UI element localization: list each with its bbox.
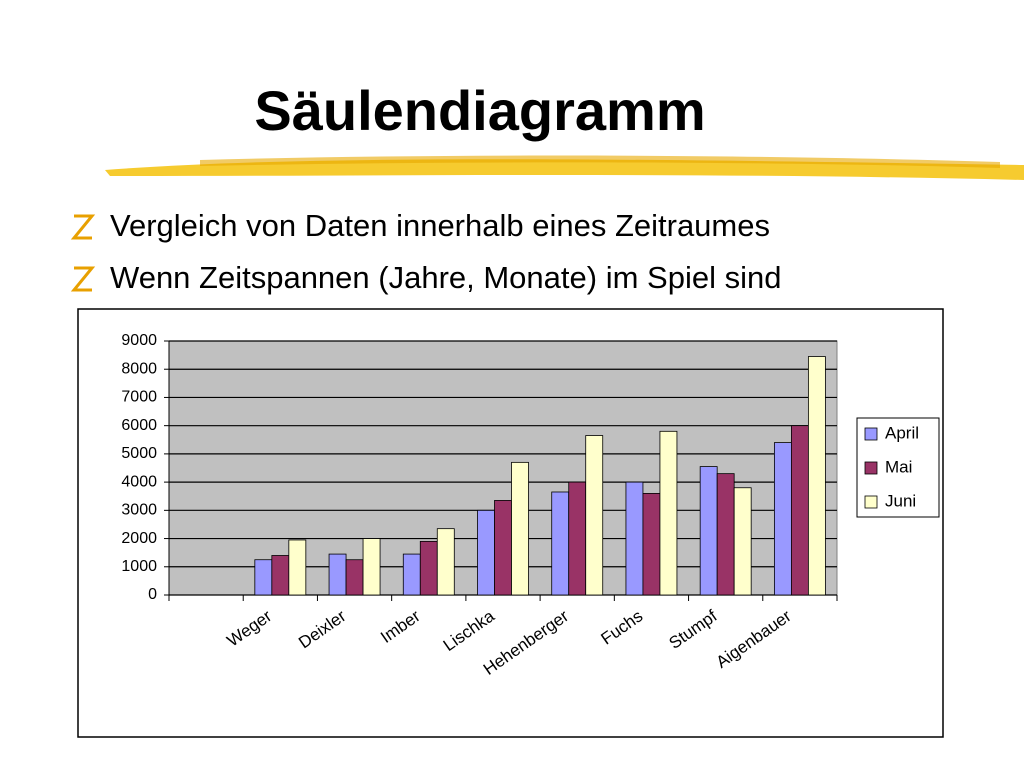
legend-swatch [864,427,878,441]
bullet-text: Wenn Zeitspannen (Jahre, Monate) im Spie… [110,260,781,295]
y-tick-label: 1000 [121,558,157,575]
title-underline [105,159,1024,180]
y-tick-label: 4000 [121,473,157,490]
y-tick-label: 6000 [121,417,157,434]
bar [436,528,455,596]
bar [790,425,809,596]
bar [345,559,364,596]
legend-label: Juni [885,491,916,510]
bar [568,481,587,596]
bar [659,430,678,596]
bar [477,509,495,596]
bar [625,481,644,596]
bar [585,435,604,596]
bar [551,491,570,596]
y-tick-label: 8000 [121,360,157,377]
y-tick-label: 9000 [121,332,157,349]
bar [402,553,421,596]
bar [254,559,273,596]
bar [642,492,661,596]
y-tick-label: 3000 [121,502,157,519]
y-tick-label: 2000 [121,530,157,547]
legend-swatch [864,495,878,509]
bar [494,500,512,596]
bar [328,553,347,596]
bar [288,539,307,596]
bar [699,466,718,596]
bullet-icon [70,214,96,292]
legend-label: April [885,423,919,442]
bar [419,540,438,596]
legend-label: Mai [885,457,912,476]
title-underline-shade [200,155,1000,168]
y-tick-label: 7000 [121,389,157,406]
legend-swatch [864,461,878,475]
bar [773,442,792,596]
chart: 0100020003000400050006000700080009000Weg… [121,332,940,679]
bar [716,473,735,596]
slide-title: Säulendiagramm [254,79,705,142]
bar [807,356,826,596]
y-tick-label: 0 [148,586,157,603]
bullet-text: Vergleich von Daten innerhalb eines Zeit… [110,208,770,243]
y-tick-label: 5000 [121,445,157,462]
bar [733,487,752,596]
bar [362,538,381,596]
bar [271,555,290,596]
bar [511,461,529,596]
